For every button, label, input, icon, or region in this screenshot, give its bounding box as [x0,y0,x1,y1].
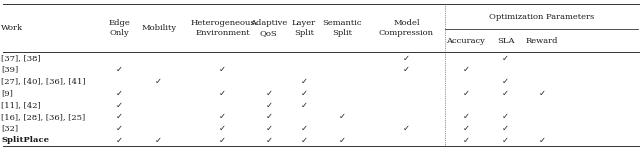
Text: ✓: ✓ [502,124,509,133]
Text: ✓: ✓ [502,53,509,63]
Text: Work: Work [1,24,24,32]
Text: ✓: ✓ [539,136,545,145]
Text: [16], [28], [36], [25]: [16], [28], [36], [25] [1,113,86,121]
Text: ✓: ✓ [220,112,226,121]
Text: ✓: ✓ [116,65,123,74]
Text: ✓: ✓ [463,112,469,121]
Text: ✓: ✓ [502,77,509,86]
Text: Layer
Split: Layer Split [292,19,316,37]
Text: ✓: ✓ [301,136,307,145]
Text: ✓: ✓ [220,124,226,133]
Text: ✓: ✓ [301,77,307,86]
Text: ✓: ✓ [116,112,123,121]
Text: Edge
Only: Edge Only [109,19,131,37]
Text: ✓: ✓ [156,77,162,86]
Text: ✓: ✓ [502,112,509,121]
Text: ✓: ✓ [339,112,346,121]
Text: ✓: ✓ [502,136,509,145]
Text: SplitPlace: SplitPlace [1,136,49,144]
Text: ✓: ✓ [116,89,123,98]
Text: Semantic
Split: Semantic Split [323,19,362,37]
Text: ✓: ✓ [220,136,226,145]
Text: ✓: ✓ [266,124,272,133]
Text: Adaptive
QoS: Adaptive QoS [250,19,287,37]
Text: ✓: ✓ [156,136,162,145]
Text: ✓: ✓ [463,124,469,133]
Text: Mobility: Mobility [141,24,176,32]
Text: ✓: ✓ [116,136,123,145]
Text: ✓: ✓ [539,89,545,98]
Text: SLA: SLA [497,37,515,45]
Text: Reward: Reward [526,37,558,45]
Text: ✓: ✓ [463,136,469,145]
Text: ✓: ✓ [301,100,307,110]
Text: ✓: ✓ [266,100,272,110]
Text: Accuracy: Accuracy [447,37,485,45]
Text: [11], [42]: [11], [42] [1,101,41,109]
Text: ✓: ✓ [116,124,123,133]
Text: ✓: ✓ [301,124,307,133]
Text: ✓: ✓ [220,65,226,74]
Text: [32]: [32] [1,124,19,132]
Text: [39]: [39] [1,66,19,74]
Text: Heterogeneous
Environment: Heterogeneous Environment [191,19,255,37]
Text: ✓: ✓ [403,124,410,133]
Text: ✓: ✓ [403,53,410,63]
Text: ✓: ✓ [266,136,272,145]
Text: [27], [40], [36], [41]: [27], [40], [36], [41] [1,77,86,86]
Text: ✓: ✓ [301,89,307,98]
Text: ✓: ✓ [116,100,123,110]
Text: Model
Compression: Model Compression [379,19,434,37]
Text: [9]: [9] [1,89,13,97]
Text: ✓: ✓ [463,89,469,98]
Text: ✓: ✓ [339,136,346,145]
Text: ✓: ✓ [266,112,272,121]
Text: ✓: ✓ [403,65,410,74]
Text: ✓: ✓ [502,89,509,98]
Text: Optimization Parameters: Optimization Parameters [489,13,594,21]
Text: [37], [38]: [37], [38] [1,54,41,62]
Text: ✓: ✓ [266,89,272,98]
Text: ✓: ✓ [220,89,226,98]
Text: ✓: ✓ [463,65,469,74]
